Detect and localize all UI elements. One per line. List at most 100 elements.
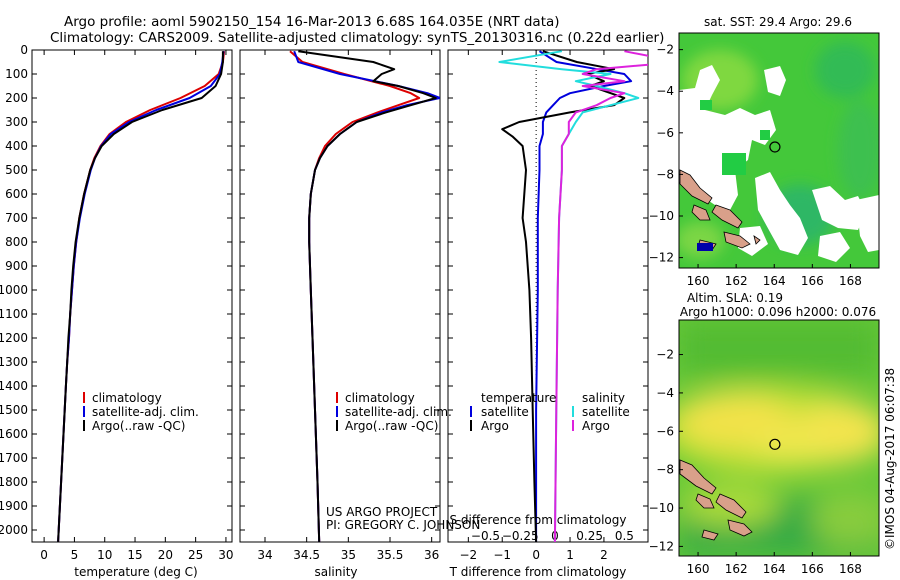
y-tick-label: 300 <box>5 115 28 129</box>
map-y-tick-label: −10 <box>649 209 674 223</box>
x-tick-label: 34 <box>257 548 272 562</box>
y-tick-label: 1700 <box>0 451 28 465</box>
map-y-tick-label: −2 <box>656 43 674 57</box>
y-tick-label: 2000 <box>0 523 28 537</box>
map-y-tick-label: −12 <box>649 539 674 553</box>
pi-label: PI: GREGORY C. JOHNSON <box>326 518 480 532</box>
salinity-legend: climatology satellite-adj. clim. Argo(..… <box>336 391 452 433</box>
y-tick-label: 1500 <box>0 403 28 417</box>
map-x-tick-label: 168 <box>839 274 862 288</box>
y-tick-label: 900 <box>5 259 28 273</box>
temperature-series-group <box>57 51 226 542</box>
differences-series-group <box>498 50 648 542</box>
profile-series-lines <box>57 50 648 542</box>
temperature-climatology-line <box>57 51 226 542</box>
temperature-argo-raw-qc-line <box>57 51 224 542</box>
y-tick-label: 1300 <box>0 355 28 369</box>
legend-label-argo: Argo(..raw -QC) <box>345 419 438 433</box>
sst-map-title: sat. SST: 29.4 Argo: 29.6 <box>704 15 852 29</box>
x-tick-label: 0 <box>40 548 48 562</box>
map-x-tick-label: 168 <box>839 562 862 576</box>
salinity-axes <box>239 49 441 543</box>
x-tick-label: −1 <box>493 548 511 562</box>
map-x-tick-label: 160 <box>687 562 710 576</box>
map-x-tick-label: 164 <box>763 562 786 576</box>
legend-label-climatology: climatology <box>92 391 162 405</box>
temperature-xlabel: temperature (deg C) <box>74 565 197 579</box>
legend-swatch-satellite <box>336 406 338 417</box>
legend-label-satellite: satellite-adj. clim. <box>345 405 452 419</box>
legend-title-temperature: temperature <box>481 391 556 405</box>
difference-xlabel-bottom: T difference from climatology <box>449 565 627 579</box>
differences-salinity-argo-line <box>553 50 648 542</box>
x-tick-label: 25 <box>188 548 203 562</box>
x-tick-label: −2 <box>459 548 477 562</box>
legend-label-argo: Argo(..raw -QC) <box>92 419 185 433</box>
y-tick-label: 800 <box>5 235 28 249</box>
map-y-tick-label: −4 <box>656 84 674 98</box>
differences-temperature-satellite-line <box>535 50 633 542</box>
float-position-marker <box>769 438 781 450</box>
sla-map-ticks: 160 162 164 166 168 −2 −4 −6 −8 −10 −12 <box>649 348 862 576</box>
legend-swatch-climatology <box>83 392 85 403</box>
legend-swatch-argo <box>83 420 85 431</box>
map-y-tick-label: −2 <box>656 348 674 362</box>
x-tick-label: 10 <box>97 548 112 562</box>
y-tick-label: 200 <box>5 91 28 105</box>
salinity-argo-raw-qc-line <box>298 50 437 542</box>
x-tick-label: 30 <box>218 548 233 562</box>
x-top-tick-label: 0.25 <box>576 529 603 543</box>
map-x-tick-label: 166 <box>801 274 824 288</box>
x-tick-label: 2 <box>600 548 608 562</box>
profile-axis-ticks: 0 5 10 15 20 25 300100200300400500600700800900… <box>0 43 648 562</box>
legend-label-satellite: satellite-adj. clim. <box>92 405 199 419</box>
x-tick-label: 35.5 <box>377 548 404 562</box>
salinity-series-group <box>289 50 440 542</box>
salinity-xlabel: salinity <box>314 565 357 579</box>
x-tick-label: 1 <box>566 548 574 562</box>
sla-map-title-line1: Altim. SLA: 0.19 <box>687 291 783 305</box>
legend-label-climatology: climatology <box>345 391 415 405</box>
y-tick-label: 1800 <box>0 475 28 489</box>
x-top-tick-label: −0.25 <box>502 529 539 543</box>
map-y-tick-label: −8 <box>656 167 674 181</box>
legend-swatch-temp-satellite <box>470 406 472 417</box>
sst-map-field <box>679 33 879 268</box>
x-tick-label: 36 <box>424 548 439 562</box>
y-tick-label: 1200 <box>0 331 28 345</box>
differences-temperature-argo-line <box>501 50 626 542</box>
y-tick-label: 1400 <box>0 379 28 393</box>
legend-label-temp-satellite: satellite <box>481 405 529 419</box>
map-x-tick-label: 166 <box>801 562 824 576</box>
project-label: US ARGO PROJECT <box>326 505 438 519</box>
y-tick-label: 1900 <box>0 499 28 513</box>
legend-swatch-satellite <box>83 406 85 417</box>
map-x-tick-label: 160 <box>687 274 710 288</box>
y-tick-label: 600 <box>5 187 28 201</box>
temperature-satellite-adj-clim-line <box>57 51 225 542</box>
legend-swatch-sal-argo <box>572 420 574 431</box>
legend-swatch-climatology <box>336 392 338 403</box>
map-y-tick-label: −10 <box>649 501 674 515</box>
x-tick-label: 35 <box>341 548 356 562</box>
y-tick-label: 700 <box>5 211 28 225</box>
y-tick-label: 100 <box>5 67 28 81</box>
sla-map-title-line2: Argo h1000: 0.096 h2000: 0.076 <box>680 305 876 319</box>
y-tick-label: 1000 <box>0 283 28 297</box>
x-top-tick-label: −0.5 <box>471 529 500 543</box>
figure-title-line2: Climatology: CARS2009. Satellite-adjuste… <box>50 30 664 46</box>
salinity-climatology-line <box>289 50 421 542</box>
legend-label-sal-satellite: satellite <box>582 405 630 419</box>
difference-legend: temperature satellite Argo salinity sate… <box>470 391 630 433</box>
legend-label-sal-argo: Argo <box>582 419 610 433</box>
legend-swatch-sal-satellite <box>572 406 574 417</box>
x-top-tick-label: 0.5 <box>615 529 634 543</box>
temperature-legend: climatology satellite-adj. clim. Argo(..… <box>83 391 199 433</box>
sst-map-ticks: 160 162 164 166 168 −2 −4 −6 −8 −10 −12 <box>649 43 862 288</box>
map-y-tick-label: −6 <box>656 126 674 140</box>
y-tick-label: 1100 <box>0 307 28 321</box>
y-tick-label: 0 <box>20 43 28 57</box>
x-tick-label: 0 <box>532 548 540 562</box>
legend-title-salinity: salinity <box>582 391 625 405</box>
map-x-tick-label: 162 <box>725 274 748 288</box>
